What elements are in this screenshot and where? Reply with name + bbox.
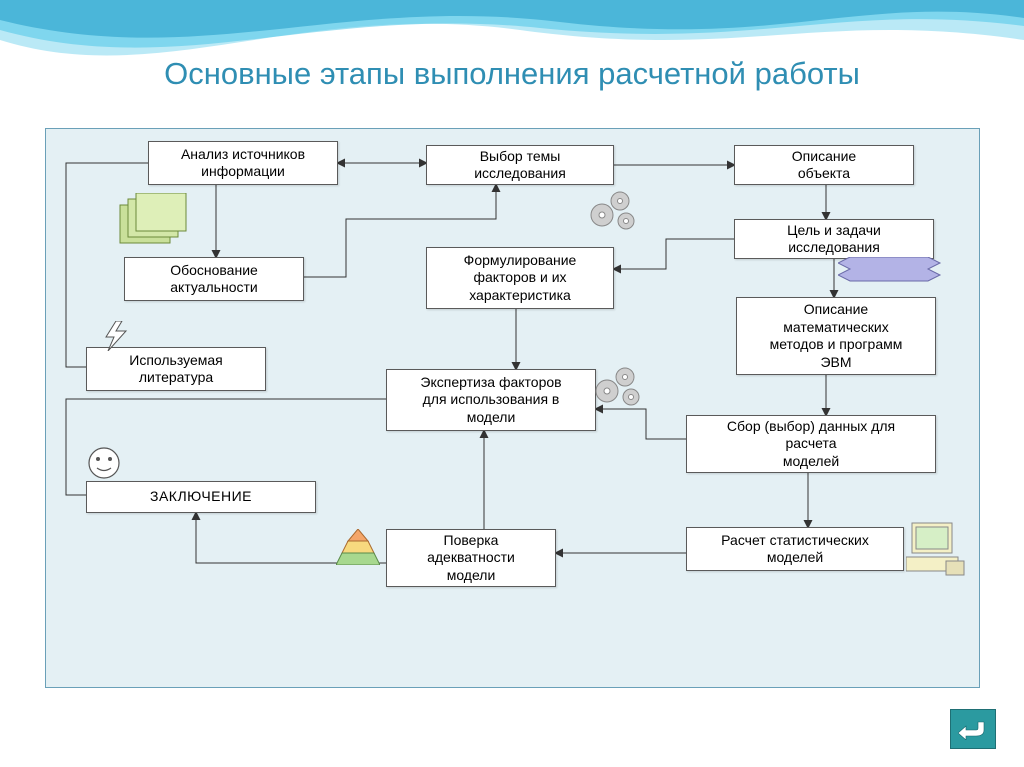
return-button[interactable]: [950, 709, 996, 749]
node-analysis: Анализ источниковинформации: [148, 141, 338, 185]
page-title: Основные этапы выполнения расчетной рабо…: [0, 56, 1024, 92]
node-adequacy: Поверкаадекватностимодели: [386, 529, 556, 587]
flowchart-canvas: Анализ источниковинформации Выбор темыис…: [45, 128, 980, 688]
computer-icon: [906, 521, 966, 577]
node-expert: Экспертиза факторовдля использования вмо…: [386, 369, 596, 431]
node-conclusion: ЗАКЛЮЧЕНИЕ: [86, 481, 316, 513]
face-icon: [86, 445, 122, 481]
pyramid-icon: [336, 529, 380, 565]
node-goals: Цель и задачиисследования: [734, 219, 934, 259]
node-calc: Расчет статистическихмоделей: [686, 527, 904, 571]
return-arrow-icon: [958, 718, 988, 740]
node-math: Описаниематематическихметодов и программ…: [736, 297, 936, 375]
node-factors: Формулированиефакторов и иххарактеристик…: [426, 247, 614, 309]
gears-icon: [586, 185, 646, 235]
lightning-icon: [104, 321, 132, 351]
node-lit: Используемаялитература: [86, 347, 266, 391]
node-data: Сбор (выбор) данных длярасчетамоделей: [686, 415, 936, 473]
banner-icon: [838, 257, 948, 285]
node-object: Описаниеобъекта: [734, 145, 914, 185]
documents-icon: [114, 193, 194, 253]
gears-icon: [591, 361, 651, 411]
node-relevance: Обоснованиеактуальности: [124, 257, 304, 301]
node-topic: Выбор темыисследования: [426, 145, 614, 185]
header-wave: [0, 0, 1024, 110]
